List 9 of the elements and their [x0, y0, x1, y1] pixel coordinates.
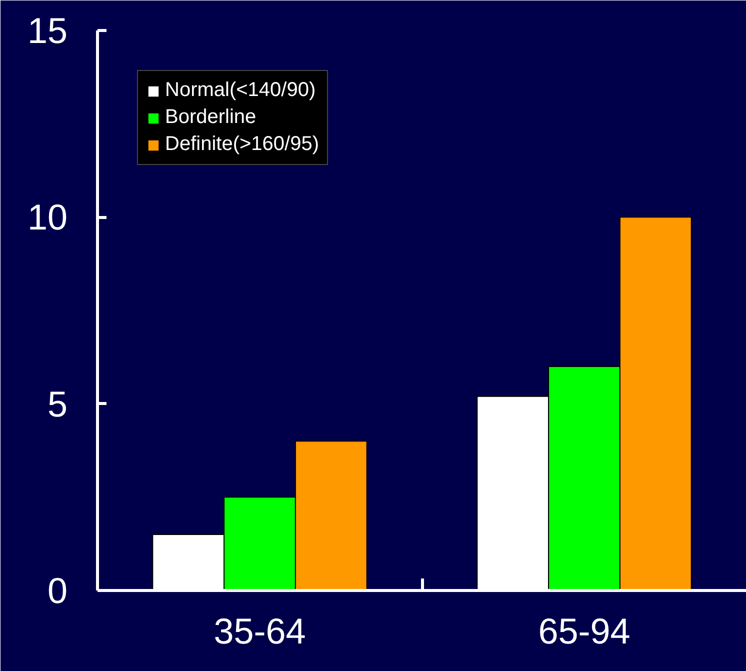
x-tick-label: 35-64 [214, 610, 306, 652]
legend-label: Borderline [165, 106, 256, 129]
y-tick-label: 15 [27, 10, 68, 51]
y-tick-label: 5 [47, 383, 68, 424]
y-tick-label: 0 [47, 570, 68, 611]
legend-label: Normal(<140/90) [165, 79, 316, 102]
y-tick-label: 10 [27, 196, 68, 238]
legend-label: Definite(>160/95) [165, 133, 319, 156]
x-tick-label: 65-94 [538, 610, 630, 652]
